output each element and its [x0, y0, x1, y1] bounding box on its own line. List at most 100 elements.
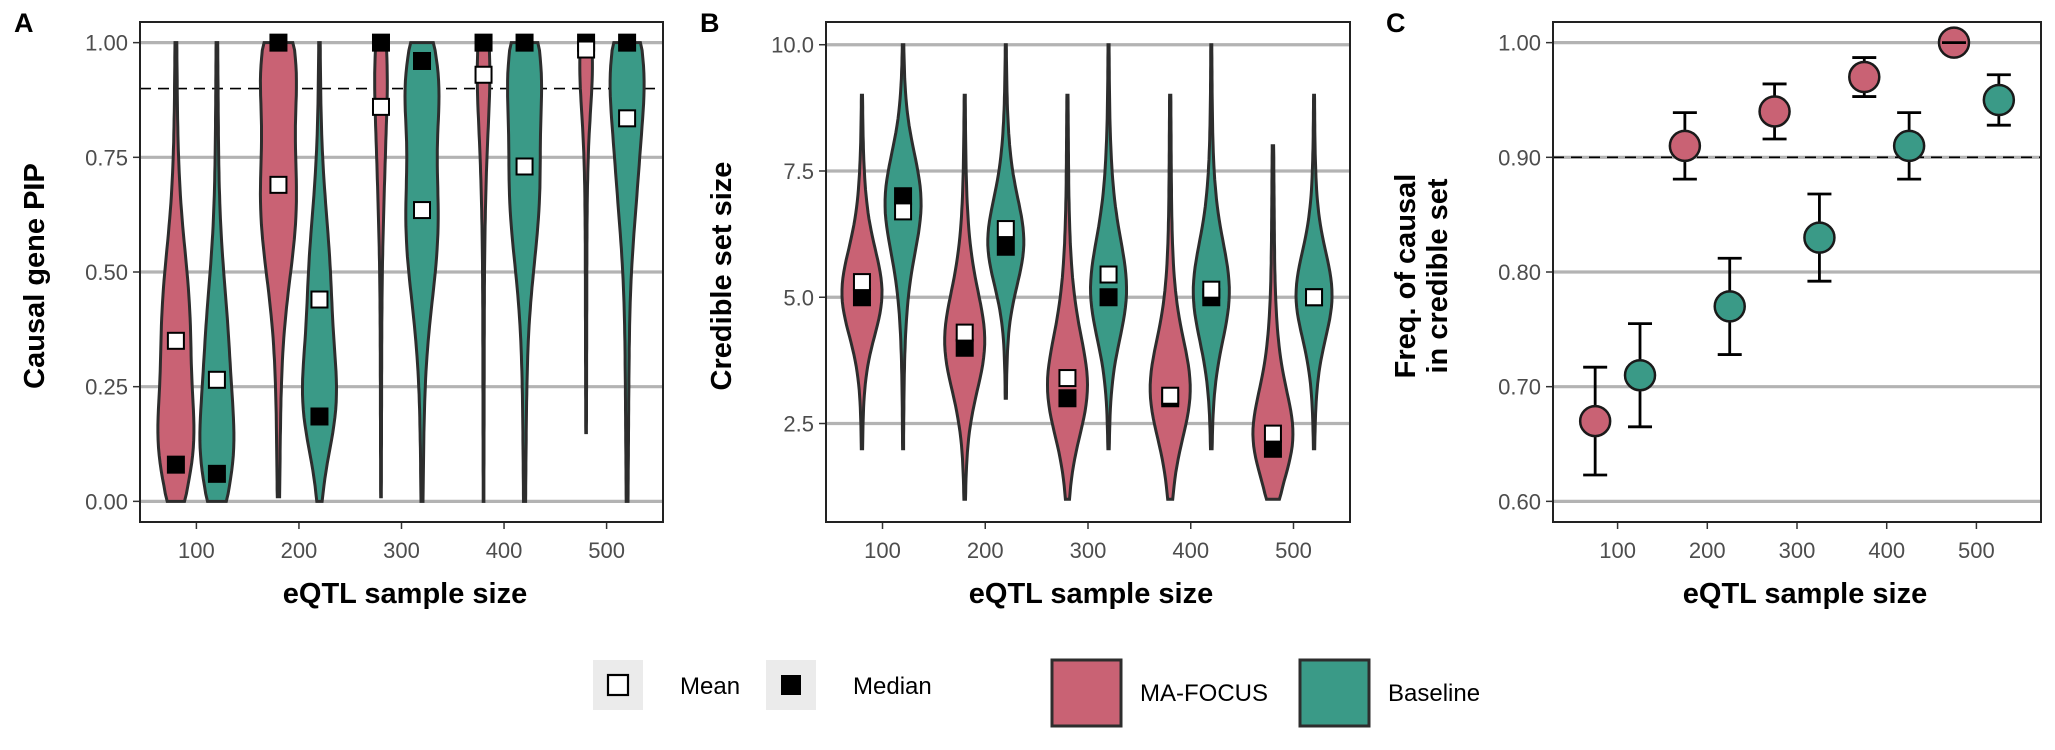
mean-marker-a — [515, 157, 534, 176]
violin-b-ma-focus-4 — [1251, 144, 1295, 501]
median-marker-b — [996, 237, 1015, 256]
x-tick-label-b: 500 — [1275, 538, 1312, 563]
point-c-ma-focus — [1578, 404, 1612, 438]
mean-marker-a — [474, 65, 493, 84]
mean-marker-a — [166, 331, 185, 350]
legend-mean-label: Mean — [680, 673, 740, 700]
violin-a-baseline-4 — [608, 41, 646, 503]
violin-b-baseline-2 — [1088, 43, 1128, 451]
mean-marker-a — [577, 40, 596, 59]
x-tick-label-c: 100 — [1599, 538, 1636, 563]
y-axis-title-c-line: Freq. of causal — [1390, 174, 1422, 379]
x-tick-label-b: 200 — [967, 538, 1004, 563]
x-tick-label-a: 100 — [178, 538, 215, 563]
violin-b-ma-focus-3 — [1148, 93, 1192, 501]
median-marker-b — [1058, 389, 1077, 408]
point-c-ma-focus — [1848, 60, 1881, 94]
legend-median-label: Median — [853, 673, 932, 700]
x-tick-label-a: 200 — [281, 538, 318, 563]
legend-baseline-label: Baseline — [1388, 680, 1480, 707]
y-tick-label-b: 7.5 — [783, 159, 814, 184]
violin-a-ma-focus-4 — [578, 41, 594, 435]
mean-marker-b — [955, 323, 974, 342]
violin-b-ma-focus-0 — [840, 93, 884, 451]
x-tick-label-a: 300 — [383, 538, 420, 563]
mean-marker-a — [371, 97, 390, 116]
violin-a-baseline-2 — [403, 41, 441, 503]
y-tick-label-a: 0.00 — [85, 489, 128, 514]
violin-b-baseline-0 — [883, 43, 923, 451]
y-tick-label-a: 0.75 — [85, 145, 128, 170]
panel-tag-a: A — [14, 8, 34, 38]
violin-a-ma-focus-1 — [258, 41, 298, 499]
violin-a-ma-focus-0 — [156, 41, 196, 503]
median-marker-a — [310, 407, 329, 426]
mean-marker-b — [1202, 280, 1221, 299]
x-axis-title-a: eQTL sample size — [283, 578, 527, 610]
violin-a-baseline-1 — [301, 41, 339, 503]
violin-a-baseline-3 — [506, 41, 544, 503]
mean-marker-a — [269, 175, 288, 194]
median-marker-a — [474, 33, 493, 52]
legend: Mean Median MA-FOCUS Baseline — [593, 658, 1480, 728]
x-tick-label-b: 400 — [1172, 538, 1209, 563]
y-axis-title-c: Freq. of causalin credible set — [1390, 174, 1454, 379]
panel-border-a — [139, 21, 664, 523]
x-tick-label-b: 100 — [864, 538, 901, 563]
violin-b-baseline-3 — [1191, 43, 1231, 451]
y-tick-label-c: 0.80 — [1498, 260, 1541, 285]
y-tick-label-c: 0.90 — [1498, 145, 1541, 170]
y-tick-label-a: 0.50 — [85, 260, 128, 285]
median-marker-a — [269, 33, 288, 52]
point-c-baseline — [1803, 221, 1836, 254]
legend-ma-focus-swatch — [1050, 658, 1123, 728]
panel-c: 0.60 0.70 0.80 0.90 1.00 100 200 300 400 500 — [1498, 21, 2042, 563]
panel-b: 2.5 5.0 7.5 10.0 100 200 300 400 500 — [771, 21, 1351, 563]
x-tick-label-a: 500 — [588, 538, 625, 563]
panel-tag-c: C — [1386, 8, 1406, 38]
y-tick-label-c: 1.00 — [1498, 31, 1541, 56]
x-tick-label-c: 400 — [1868, 538, 1905, 563]
y-axis-title-b: Credible set size — [706, 162, 738, 391]
mean-marker-a — [310, 290, 329, 309]
mean-marker-a — [207, 370, 226, 389]
x-axis-title-b: eQTL sample size — [969, 578, 1213, 610]
x-tick-label-c: 500 — [1958, 538, 1995, 563]
x-tick-label-c: 300 — [1779, 538, 1816, 563]
median-marker-b — [955, 338, 974, 357]
point-c-baseline — [1982, 83, 2016, 117]
mean-marker-a — [413, 201, 432, 220]
x-tick-label-b: 300 — [1070, 538, 1107, 563]
mean-marker-b — [1305, 288, 1324, 307]
point-c-baseline — [1623, 358, 1657, 392]
y-tick-label-b: 10.0 — [771, 33, 814, 58]
legend-mean-square-icon — [606, 673, 630, 697]
y-tick-label-c: 0.70 — [1498, 375, 1541, 400]
mean-marker-b — [1161, 386, 1180, 405]
y-axis-title-a: Causal gene PIP — [19, 163, 51, 389]
mean-marker-a — [618, 109, 637, 128]
median-marker-a — [371, 33, 390, 52]
panel-border-c — [1552, 21, 2042, 523]
x-tick-label-c: 200 — [1689, 538, 1726, 563]
median-marker-a — [618, 33, 637, 52]
mean-marker-b — [894, 202, 913, 221]
median-marker-b — [1263, 439, 1282, 458]
panel-a: 0.00 0.25 0.50 0.75 1.00 100 200 300 400 500 — [85, 21, 664, 563]
legend-ma-focus-label: MA-FOCUS — [1140, 680, 1268, 707]
median-marker-a — [207, 464, 226, 483]
mean-marker-b — [996, 220, 1015, 239]
panel-tag-b: B — [700, 8, 720, 38]
legend-baseline-swatch — [1298, 658, 1371, 728]
legend-median-square-icon — [781, 675, 801, 695]
median-marker-b — [1099, 288, 1118, 307]
point-c-baseline — [1892, 129, 1926, 163]
violin-b-baseline-4 — [1294, 93, 1334, 451]
violin-b-ma-focus-1 — [943, 93, 987, 501]
median-marker-a — [515, 33, 534, 52]
panel-border-b — [825, 21, 1351, 523]
point-c-ma-focus — [1758, 95, 1791, 128]
x-axis-title-c: eQTL sample size — [1683, 578, 1927, 610]
mean-marker-b — [852, 273, 871, 292]
mean-marker-b — [1099, 265, 1118, 284]
